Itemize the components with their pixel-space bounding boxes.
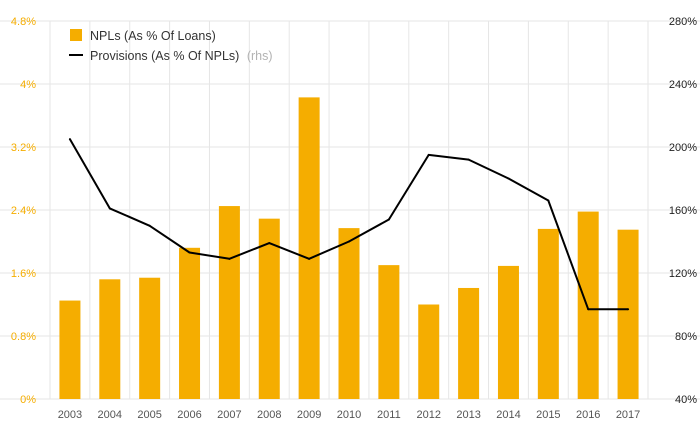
bar-npl-2003 <box>59 300 81 399</box>
x-tick-label: 2005 <box>137 409 161 421</box>
x-tick-label: 2014 <box>496 409 520 421</box>
gridlines <box>0 20 700 400</box>
x-axis-ticks: 2003 2004 2005 2006 2007 2008 2009 2010 2011 2012… <box>58 409 641 421</box>
bar-npl-2005 <box>139 277 161 399</box>
left-axis-ticks: 0% 0.8% 1.6% 2.4% 3.2% 4% 4.8% <box>11 16 36 406</box>
right-tick-label: 240% <box>669 79 697 91</box>
bar-npl-2004 <box>99 279 121 399</box>
provisions-point-2015 <box>547 199 550 202</box>
legend-swatch-npls <box>70 29 82 41</box>
legend-label-provisions-main: Provisions (As % Of NPLs) <box>90 49 239 63</box>
right-tick-label: 280% <box>669 16 697 28</box>
x-tick-label: 2004 <box>98 409 122 421</box>
bar-npl-2013 <box>458 287 480 399</box>
right-tick-label: 40% <box>675 394 697 406</box>
x-tick-label: 2012 <box>416 409 440 421</box>
provisions-point-2003 <box>68 138 71 141</box>
left-tick-label: 0% <box>20 394 36 406</box>
provisions-point-2004 <box>108 207 111 210</box>
provisions-point-2010 <box>348 240 350 243</box>
x-tick-label: 2008 <box>257 409 281 421</box>
left-tick-label: 0.8% <box>11 331 36 343</box>
x-tick-label: 2006 <box>177 409 201 421</box>
provisions-point-2005 <box>148 224 151 227</box>
bar-npl-2008 <box>258 218 280 399</box>
bar-npl-2014 <box>497 265 519 399</box>
x-tick-label: 2003 <box>58 409 82 421</box>
left-tick-label: 4.8% <box>11 16 36 28</box>
provisions-point-2017 <box>627 308 630 311</box>
x-tick-label: 2017 <box>616 409 640 421</box>
x-tick-label: 2015 <box>536 409 560 421</box>
provisions-point-2007 <box>228 257 231 260</box>
right-tick-label: 200% <box>669 142 697 154</box>
left-tick-label: 3.2% <box>11 142 36 154</box>
left-tick-label: 4% <box>20 79 36 91</box>
x-tick-label: 2007 <box>217 409 241 421</box>
right-tick-label: 160% <box>669 205 697 217</box>
bar-npl-2006 <box>179 247 201 399</box>
bar-npl-2017 <box>617 229 639 399</box>
provisions-point-2011 <box>387 218 390 221</box>
right-tick-label: 80% <box>675 331 697 343</box>
provisions-line-group <box>68 138 630 311</box>
bar-npl-2011 <box>378 265 400 399</box>
bar-npl-2009 <box>298 97 320 399</box>
right-tick-label: 120% <box>669 268 697 280</box>
x-tick-label: 2009 <box>297 409 321 421</box>
provisions-point-2013 <box>467 158 470 161</box>
legend-label-npls: NPLs (As % Of Loans) <box>90 29 216 43</box>
provisions-point-2009 <box>308 257 311 260</box>
bar-npl-2012 <box>418 304 440 399</box>
x-tick-label: 2016 <box>576 409 600 421</box>
bar-npl-2007 <box>218 206 240 399</box>
npl-bars <box>59 97 639 399</box>
right-axis-ticks: 40% 80% 120% 160% 200% 240% 280% <box>669 16 697 406</box>
legend-label-provisions-suffix: (rhs) <box>247 49 273 63</box>
provisions-point-2016 <box>587 308 590 311</box>
x-tick-label: 2010 <box>337 409 361 421</box>
bar-npl-2010 <box>338 228 360 399</box>
left-tick-label: 2.4% <box>11 205 36 217</box>
left-tick-label: 1.6% <box>11 268 36 280</box>
provisions-point-2008 <box>268 242 271 245</box>
x-tick-label: 2013 <box>456 409 480 421</box>
x-tick-label: 2011 <box>377 409 401 421</box>
legend: NPLs (As % Of Loans) Provisions (As % Of… <box>69 29 273 63</box>
provisions-point-2014 <box>507 177 510 180</box>
bar-npl-2015 <box>537 228 559 399</box>
provisions-point-2006 <box>188 251 191 254</box>
legend-label-provisions: Provisions (As % Of NPLs) (rhs) <box>90 49 273 63</box>
provisions-point-2012 <box>427 153 430 156</box>
bar-npl-2016 <box>577 211 599 399</box>
